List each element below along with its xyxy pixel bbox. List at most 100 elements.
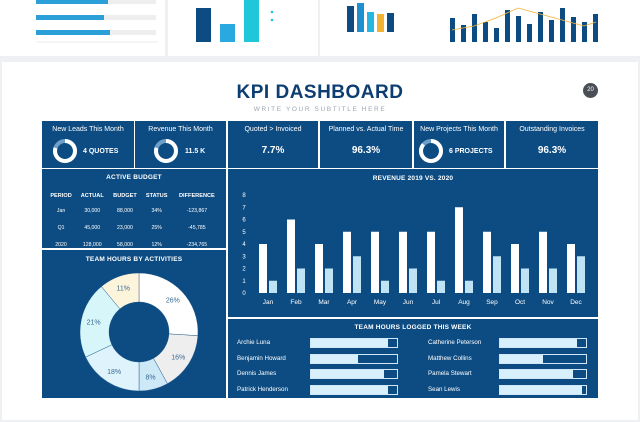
table-cell: 30,000 xyxy=(84,207,101,214)
bar-series-1-oct xyxy=(511,244,519,293)
table-row: Jan 30,000 88,000 34% -123,867 xyxy=(46,202,222,219)
table-cell: -234,765 xyxy=(186,241,208,248)
team-member-name: Dennis James xyxy=(237,370,277,377)
hours-progress-bar xyxy=(310,384,398,395)
bar-series-2-jun xyxy=(409,268,417,293)
bar-series-2-apr xyxy=(353,256,361,293)
hours-progress-fill xyxy=(500,339,578,347)
y-tick-label: 5 xyxy=(242,230,246,236)
kpi-value: 96.3% xyxy=(537,145,567,156)
x-tick-label: Aug xyxy=(458,299,470,306)
column-header: ACTUAL xyxy=(80,193,104,199)
team-member-name: Pamela Stewart xyxy=(428,370,472,377)
kpi-value: 7.7% xyxy=(261,145,285,156)
hours-progress-bar xyxy=(499,338,587,348)
kpi-value: 6 PROJECTS xyxy=(449,148,493,155)
bar-series-2-feb xyxy=(297,268,305,293)
x-tick-label: Jul xyxy=(432,299,441,306)
bar-series-1-feb xyxy=(287,219,295,293)
x-tick-label: Sep xyxy=(486,299,498,306)
kpi-label: New Leads This Month xyxy=(52,126,124,133)
column-header: STATUS xyxy=(145,193,168,199)
kpi-label: Quoted > Invoiced xyxy=(244,126,302,133)
hours-progress-fill xyxy=(311,385,389,394)
column-header: DIFFERENCE xyxy=(179,193,215,199)
bar-series-1-sep xyxy=(483,231,491,293)
hours-progress-bar xyxy=(310,353,398,364)
bar-series-2-may xyxy=(381,280,389,293)
panel-title: TEAM HOURS BY ACTIVITIES xyxy=(85,256,183,263)
top-thumbnail-strip xyxy=(0,0,640,60)
table-header-row: PERIOD ACTUAL BUDGET STATUS DIFFERENCE xyxy=(46,190,222,202)
bar-series-2-dec xyxy=(577,256,585,293)
donut-slice-label: 11% xyxy=(116,286,130,293)
activities-donut-chart: 26% 16% 8% 18% 21% 11% xyxy=(79,272,199,392)
panel-title: TEAM HOURS LOGGED THIS WEEK xyxy=(354,324,472,331)
table-cell: Q1 xyxy=(57,224,65,231)
table-cell: Jan xyxy=(56,207,66,214)
hours-progress-bar xyxy=(499,353,587,364)
hours-progress-fill xyxy=(311,354,359,363)
kpi-value: 4 QUOTES xyxy=(83,148,119,155)
bar-series-2-sep xyxy=(493,256,501,293)
bar-series-2-nov xyxy=(549,268,557,293)
y-tick-label: 4 xyxy=(242,242,246,248)
donut-slice-label: 8% xyxy=(146,375,156,382)
bar-series-1-mar xyxy=(315,244,323,293)
kpi-new-leads: New Leads This Month 4 QUOTES xyxy=(42,121,134,168)
active-budget-table: PERIOD ACTUAL BUDGET STATUS DIFFERENCE J… xyxy=(46,190,222,253)
bar-series-1-jun xyxy=(399,231,407,293)
kpi-value: 11.5 K xyxy=(185,148,206,155)
thumbnail-column-chart xyxy=(347,3,598,42)
hours-progress-fill xyxy=(500,385,582,394)
team-hours-week-panel: TEAM HOURS LOGGED THIS WEEK Archie Luna B… xyxy=(228,319,598,398)
thumbnail-bar-chart xyxy=(196,0,274,42)
bar-series-1-may xyxy=(371,231,379,293)
y-tick-label: 8 xyxy=(242,193,246,199)
panel-title: ACTIVE BUDGET xyxy=(106,174,162,181)
table-cell: 58,000 xyxy=(117,241,133,248)
team-member-name: Patrick Henderson xyxy=(237,385,288,393)
table-cell: -45,785 xyxy=(188,224,206,231)
bar-series-1-aug xyxy=(455,207,463,293)
kpi-label: Planned vs. Actual Time xyxy=(328,126,404,133)
bar-series-1-dec xyxy=(567,244,575,293)
x-tick-label: Jan xyxy=(263,299,274,306)
table-cell: 2020 xyxy=(55,241,67,248)
donut-slice-label: 26% xyxy=(166,298,180,305)
table-row: Q1 45,000 23,000 25% -45,785 xyxy=(46,219,222,236)
page-number-badge: 20 xyxy=(583,83,598,98)
hours-progress-fill xyxy=(500,354,543,363)
bar-series-1-nov xyxy=(539,231,547,293)
page-title: KPI DASHBOARD xyxy=(236,82,404,103)
thumbnail-card-3[interactable] xyxy=(320,0,640,56)
thumbnail-card-1[interactable] xyxy=(0,0,165,56)
table-cell: 128,000 xyxy=(82,241,102,248)
revenue-bar-chart: 0 1 2 3 4 5 6 7 8 Jan Feb Mar Apr May Jun Jul Aug Sep Oct N… xyxy=(242,193,585,306)
active-budget-panel: ACTIVE BUDGET xyxy=(42,169,226,248)
team-hours-activities-panel: TEAM HOURS BY ACTIVITIES 26% 16% 8% 18% 21% 1… xyxy=(42,250,226,398)
column-header: PERIOD xyxy=(50,193,72,199)
thumbnail-card-2[interactable] xyxy=(168,0,318,56)
hours-progress-bar xyxy=(310,369,398,379)
kpi-quoted-invoiced: Quoted > Invoiced 7.7% xyxy=(228,121,318,168)
y-tick-label: 6 xyxy=(242,218,246,224)
donut-slice-label: 16% xyxy=(171,354,185,361)
x-tick-label: Jun xyxy=(403,299,414,306)
team-member-name: Matthew Collins xyxy=(428,354,472,362)
hours-progress-fill xyxy=(311,339,389,347)
table-cell: 12% xyxy=(151,241,162,248)
kpi-label: Outstanding Invoices xyxy=(519,126,585,133)
team-member-name: Benjamin Howard xyxy=(237,354,286,362)
y-tick-label: 1 xyxy=(242,279,246,285)
donut-slice-6 xyxy=(101,272,140,310)
bar-series-2-jan xyxy=(269,280,277,293)
table-cell: 25% xyxy=(151,224,162,231)
y-tick-label: 7 xyxy=(242,205,246,211)
y-tick-label: 3 xyxy=(242,254,246,260)
hours-progress-bar xyxy=(499,369,587,379)
kpi-planned-actual: Planned vs. Actual Time 96.3% xyxy=(320,121,412,168)
y-tick-label: 0 xyxy=(242,291,246,297)
donut-slice-label: 18% xyxy=(107,369,121,376)
kpi-new-projects: New Projects This Month 6 PROJECTS xyxy=(414,121,504,168)
